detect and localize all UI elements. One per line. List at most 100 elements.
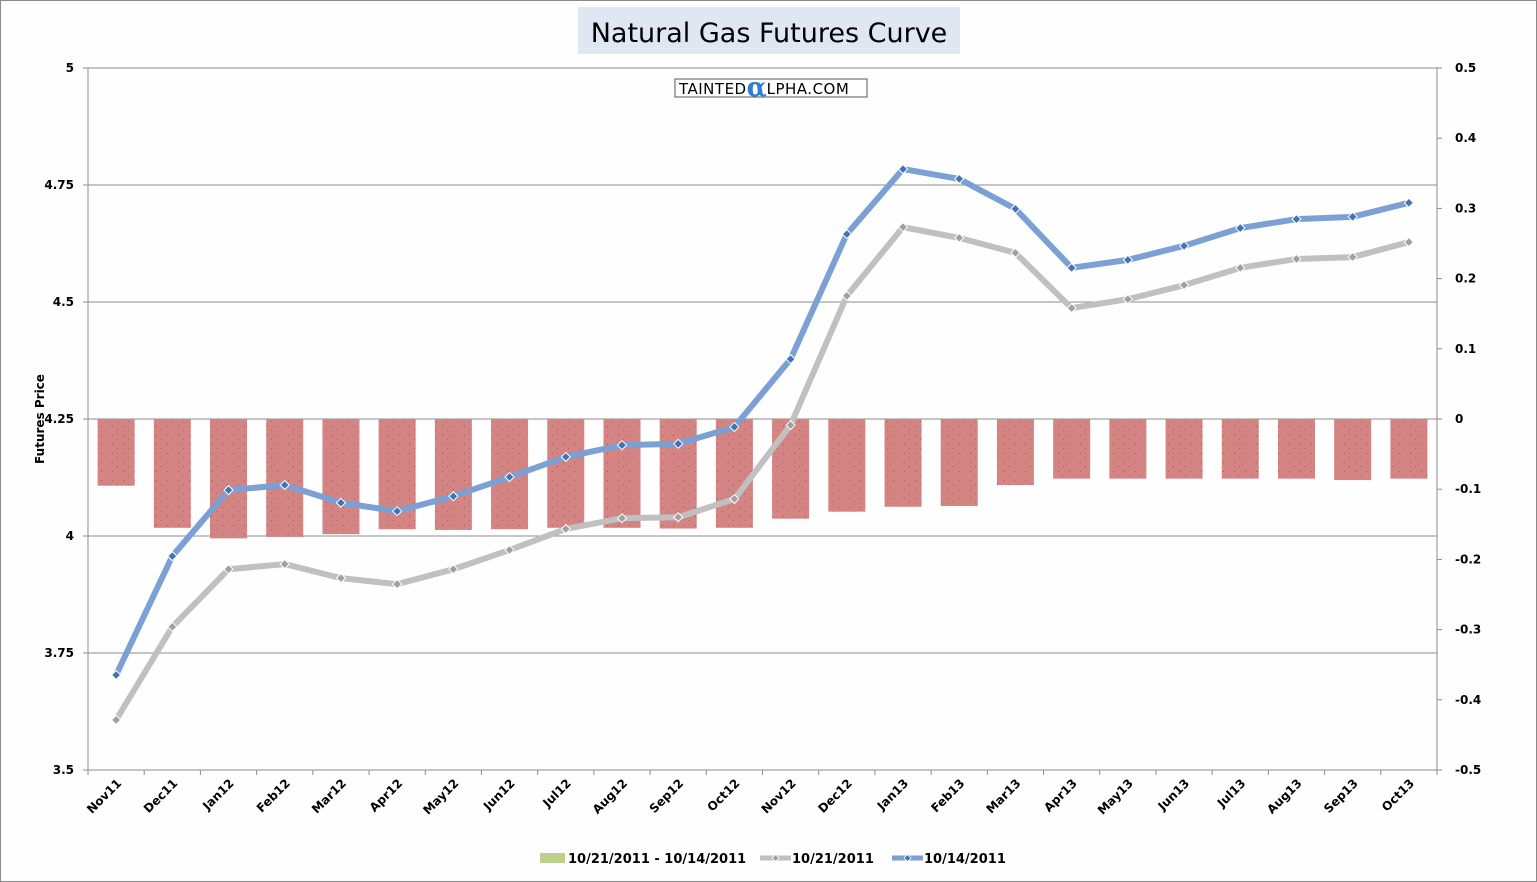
data-point <box>391 505 403 517</box>
data-point <box>1066 302 1077 314</box>
bar <box>1390 419 1428 479</box>
x-tick-label: May13 <box>1095 776 1136 817</box>
x-tick-label: Sep12 <box>647 776 687 816</box>
y2-tick-label: -0.2 <box>1455 552 1481 566</box>
legend-item: 10/21/2011 <box>760 852 874 867</box>
bar-series <box>97 419 1428 539</box>
data-point <box>1010 203 1021 215</box>
x-tick-label: Jun13 <box>1155 776 1193 814</box>
data-point <box>1122 293 1134 305</box>
y2-tick-label: -0.5 <box>1455 763 1481 777</box>
bar <box>1334 419 1372 481</box>
x-tick-label: Jul13 <box>1214 776 1249 811</box>
data-point <box>167 550 178 562</box>
data-point <box>616 440 628 451</box>
data-point <box>1235 262 1246 274</box>
data-point <box>1347 251 1358 263</box>
data-point <box>1235 222 1246 234</box>
x-tick-label: Aug13 <box>1264 776 1304 816</box>
data-point <box>785 353 796 365</box>
bar <box>603 419 641 528</box>
legend-item: 10/14/2011 <box>892 852 1006 867</box>
data-point <box>729 493 740 505</box>
x-tick-label: Aug12 <box>590 776 630 816</box>
y-tick-label: 5 <box>66 61 74 75</box>
data-point <box>672 438 684 450</box>
bar <box>1221 419 1259 479</box>
legend-label: 10/14/2011 <box>924 852 1006 867</box>
bar <box>1109 419 1147 479</box>
bar <box>715 419 753 528</box>
data-point <box>954 232 965 244</box>
data-point <box>785 419 796 431</box>
legend-label: 10/21/2011 - 10/14/2011 <box>568 852 746 867</box>
data-point <box>223 564 234 575</box>
data-point <box>672 512 684 523</box>
y2-tick-label: -0.3 <box>1455 623 1481 637</box>
x-tick-label: Oct13 <box>1379 776 1417 814</box>
watermark-box <box>674 78 868 98</box>
data-point <box>335 497 347 508</box>
watermark-alpha: α <box>747 73 767 103</box>
bar <box>1277 419 1315 479</box>
x-tick-label: Sep13 <box>1321 776 1361 816</box>
data-point <box>1010 247 1021 259</box>
y-tick-label: 3.5 <box>53 763 74 777</box>
watermark-prefix: TAINTED <box>678 80 747 98</box>
bar <box>153 419 191 528</box>
data-point <box>110 714 122 726</box>
legend-marker <box>771 853 780 863</box>
legend-swatch <box>540 853 565 863</box>
y2-tick-label: 0.2 <box>1455 272 1476 286</box>
watermark-logo: TAINTEDαLPHA.COM <box>674 73 868 103</box>
y-tick-label: 4.75 <box>44 178 74 192</box>
x-tick-label: Jun12 <box>480 776 518 814</box>
bar <box>434 419 472 530</box>
bar <box>1053 419 1091 479</box>
y-tick-label: 4 <box>66 529 74 543</box>
y2-tick-label: 0.1 <box>1455 342 1476 356</box>
data-point <box>1291 253 1302 265</box>
x-tick-label: May12 <box>420 776 461 817</box>
data-point <box>897 163 909 175</box>
chart-title-background <box>578 7 960 54</box>
y-tick-label: 3.75 <box>44 646 74 660</box>
x-tick-label: Apr13 <box>1041 776 1080 815</box>
x-tick-label: Nov12 <box>759 776 799 816</box>
data-point <box>1122 254 1134 266</box>
data-point <box>1291 213 1302 225</box>
x-tick-label: Dec11 <box>141 776 181 816</box>
y2-tick-label: 0.4 <box>1455 131 1476 145</box>
data-point <box>279 558 290 570</box>
bar <box>1165 419 1203 479</box>
data-point <box>167 621 178 632</box>
data-point <box>1403 236 1415 248</box>
bar <box>884 419 922 507</box>
data-point <box>504 544 515 556</box>
watermark-suffix: LPHA.COM <box>767 80 850 98</box>
data-point <box>1403 197 1415 208</box>
data-point <box>448 564 459 575</box>
legend-marker <box>903 853 912 863</box>
data-point <box>223 484 234 496</box>
legend-label: 10/21/2011 <box>792 852 874 867</box>
x-tick-label: Feb13 <box>928 776 967 815</box>
tick-labels: 5 4.75 4.5 4.25 4 3.75 3.5 0.5 0.4 0.3 0.2 0.1 0 -0.1… <box>44 61 1481 817</box>
x-tick-label: Jan13 <box>874 776 911 813</box>
x-tick-label: Oct12 <box>705 776 743 814</box>
data-point <box>841 228 853 240</box>
data-point <box>110 669 122 681</box>
data-point <box>560 523 571 535</box>
data-point <box>448 491 459 502</box>
axes <box>83 67 1442 775</box>
chart-title: Natural Gas Futures Curve <box>591 18 948 49</box>
y2-tick-label: -0.1 <box>1455 482 1481 496</box>
data-point <box>1178 240 1190 252</box>
data-point <box>504 471 515 483</box>
y2-tick-label: 0.5 <box>1455 61 1476 75</box>
legend: 10/21/2011 - 10/14/2011 10/21/2011 10/14/2… <box>540 852 1006 867</box>
data-point <box>954 173 965 185</box>
data-point <box>391 578 403 590</box>
legend-item: 10/21/2011 - 10/14/2011 <box>540 852 746 867</box>
